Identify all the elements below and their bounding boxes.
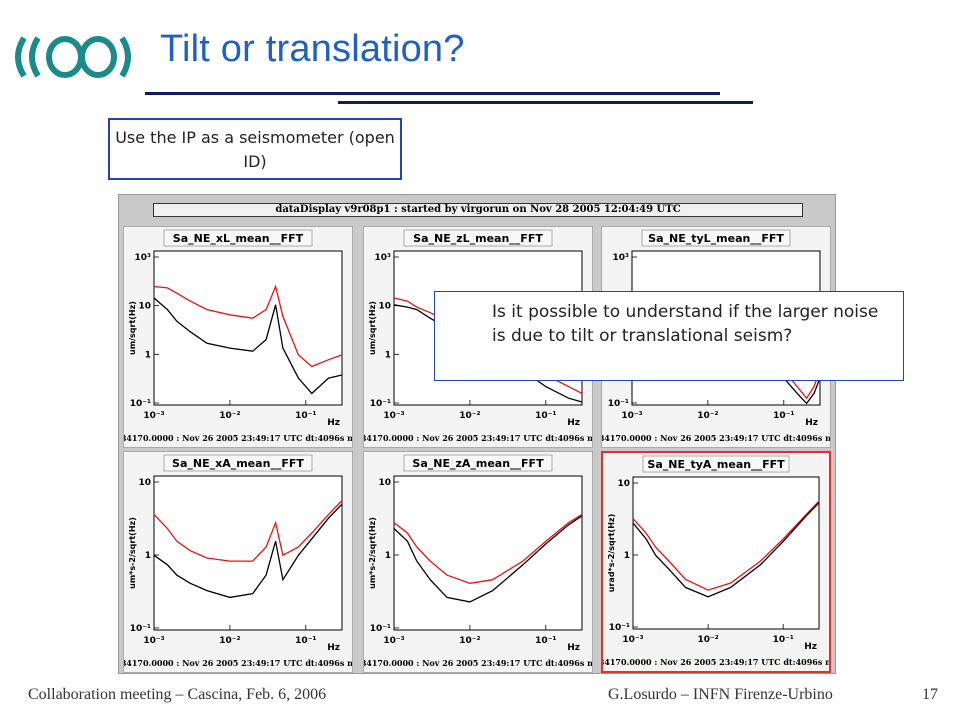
x-axis-label: Hz — [567, 643, 580, 653]
callout-seismometer: Use the IP as a seismometer (open ID) — [108, 118, 402, 180]
plot-footer: 817084170.0000 : Nov 26 2005 23:49:17 UT… — [364, 658, 592, 668]
series-line — [783, 369, 821, 400]
series-line — [632, 502, 820, 598]
plot-svg: Sa_NE_xA_mean__FFT um*s-2/sqrt(Hz) 10⁻³ 10⁻… — [124, 454, 352, 668]
plot-title-box — [403, 229, 553, 247]
x-tick-label: 10⁻³ — [383, 636, 404, 646]
y-tick-label: 10 — [378, 478, 391, 488]
series-line — [153, 284, 343, 368]
x-tick-label: 10⁻¹ — [773, 635, 794, 645]
plot-title: Sa_NE_zL_mean__FFT — [413, 232, 543, 245]
series-line — [632, 500, 820, 591]
y-tick-label: 10⁻¹ — [370, 624, 391, 634]
plot-title: Sa_NE_xA_mean__FFT — [172, 457, 304, 470]
y-tick-label: 1 — [385, 551, 391, 561]
y-tick-label: 10 — [378, 302, 391, 312]
x-tick-label: 10⁻³ — [143, 636, 164, 646]
x-tick-label: 10⁻¹ — [535, 636, 556, 646]
x-axis-label: Hz — [567, 418, 580, 428]
slide-title: Tilt or translation? — [160, 28, 465, 70]
x-tick-label: 10⁻¹ — [535, 411, 556, 421]
footer-meeting: Collaboration meeting – Cascina, Feb. 6,… — [28, 686, 327, 703]
x-axis-label: Hz — [327, 643, 340, 653]
x-tick-label: 10⁻² — [459, 636, 480, 646]
y-tick-label: 10⁻¹ — [608, 399, 629, 409]
page-number: 17 — [922, 686, 938, 703]
plot-panel-highlighted: Sa_NE_tyA_mean__FFT urad*s-2/sqrt(Hz) 10⁻³… — [601, 451, 831, 673]
footer-author: G.Losurdo – INFN Firenze-Urbino — [608, 686, 833, 703]
x-tick-label: 10⁻³ — [383, 411, 404, 421]
series-line — [153, 503, 343, 599]
plot-svg: Sa_NE_tyA_mean__FFT urad*s-2/sqrt(Hz) 10⁻³… — [603, 455, 829, 667]
title-underline-1 — [145, 92, 720, 95]
y-axis-label: um*s-2/sqrt(Hz) — [368, 517, 377, 589]
plot-frame — [153, 475, 343, 631]
y-tick-label: 1 — [145, 350, 151, 360]
y-tick-label: 10 — [138, 478, 151, 488]
plot-svg: Sa_NE_zA_mean__FFT um*s-2/sqrt(Hz) 10⁻³ 10⁻… — [364, 454, 592, 668]
plot-footer: 817084170.0000 : Nov 26 2005 23:49:17 UT… — [124, 658, 352, 668]
plot-title-box — [641, 229, 791, 247]
plot-title-box — [163, 229, 313, 247]
y-tick-label: 10 — [138, 302, 151, 312]
x-tick-label: 10⁻¹ — [773, 411, 794, 421]
plot-title-box — [403, 454, 553, 472]
x-axis-label: Hz — [805, 418, 818, 428]
y-tick-label: 1 — [385, 350, 391, 360]
plot-title-box — [163, 454, 313, 472]
y-tick-label: 10⁻¹ — [609, 623, 630, 633]
series-line — [153, 499, 343, 562]
x-tick-label: 10⁻² — [697, 411, 718, 421]
y-tick-label: 10⁻¹ — [130, 399, 151, 409]
plot-footer: 817084170.0000 : Nov 26 2005 23:49:17 UT… — [602, 433, 830, 443]
y-tick-label: 10³ — [613, 253, 630, 263]
plot-title: Sa_NE_tyA_mean__FFT — [647, 458, 785, 471]
plot-title: Sa_NE_zA_mean__FFT — [412, 457, 544, 470]
x-axis-label: Hz — [804, 642, 817, 652]
x-tick-label: 10⁻² — [459, 411, 480, 421]
y-tick-label: 10³ — [375, 253, 392, 263]
plot-frame — [632, 476, 820, 630]
plot-frame — [393, 475, 583, 631]
plot-panel: Sa_NE_zA_mean__FFT um*s-2/sqrt(Hz) 10⁻³ 10⁻… — [363, 451, 593, 673]
y-tick-label: 10 — [617, 479, 630, 489]
title-underline-2 — [338, 101, 753, 104]
plot-title: Sa_NE_tyL_mean__FFT — [648, 232, 784, 245]
data-display-panel: dataDisplay v9r08p1 : started by virgoru… — [118, 194, 836, 674]
plot-footer: 817084170.0000 : Nov 26 2005 23:49:17 UT… — [603, 657, 829, 667]
y-axis-label: um/sqrt(Hz) — [368, 301, 377, 355]
series-line — [393, 515, 583, 603]
x-tick-label: 10⁻¹ — [295, 411, 316, 421]
x-tick-label: 10⁻² — [219, 636, 240, 646]
y-tick-label: 1 — [145, 551, 151, 561]
x-axis-label: Hz — [327, 418, 340, 428]
series-line — [393, 513, 583, 584]
x-tick-label: 10⁻³ — [143, 411, 164, 421]
y-axis-label: um/sqrt(Hz) — [128, 301, 137, 355]
plot-footer: 817084170.0000 : Nov 26 2005 23:49:17 UT… — [364, 433, 592, 443]
y-tick-label: 10⁻¹ — [370, 399, 391, 409]
virgo-logo — [15, 36, 131, 78]
display-header: dataDisplay v9r08p1 : started by virgoru… — [153, 203, 803, 217]
y-axis-label: um*s-2/sqrt(Hz) — [128, 517, 137, 589]
y-tick-label: 10³ — [135, 253, 152, 263]
x-tick-label: 10⁻¹ — [295, 636, 316, 646]
plot-frame — [153, 250, 343, 406]
plot-svg: Sa_NE_xL_mean__FFT um/sqrt(Hz) 10⁻³ 10⁻² 10⁻… — [124, 229, 352, 443]
series-line — [153, 297, 343, 395]
y-axis-label: urad*s-2/sqrt(Hz) — [607, 514, 616, 592]
plot-panel: Sa_NE_xL_mean__FFT um/sqrt(Hz) 10⁻³ 10⁻² 10⁻… — [123, 226, 353, 448]
plot-panel: Sa_NE_xA_mean__FFT um*s-2/sqrt(Hz) 10⁻³ 10⁻… — [123, 451, 353, 673]
plot-title-box — [642, 455, 790, 473]
y-tick-label: 10⁻¹ — [130, 624, 151, 634]
plot-title: Sa_NE_xL_mean__FFT — [173, 232, 304, 245]
x-tick-label: 10⁻² — [219, 411, 240, 421]
y-tick-label: 1 — [624, 551, 630, 561]
x-tick-label: 10⁻³ — [622, 635, 643, 645]
x-tick-label: 10⁻³ — [621, 411, 642, 421]
plot-footer: 817084170.0000 : Nov 26 2005 23:49:17 UT… — [124, 433, 352, 443]
series-line — [783, 377, 821, 405]
callout-question: Is it possible to understand if the larg… — [434, 291, 904, 381]
x-tick-label: 10⁻² — [697, 635, 718, 645]
